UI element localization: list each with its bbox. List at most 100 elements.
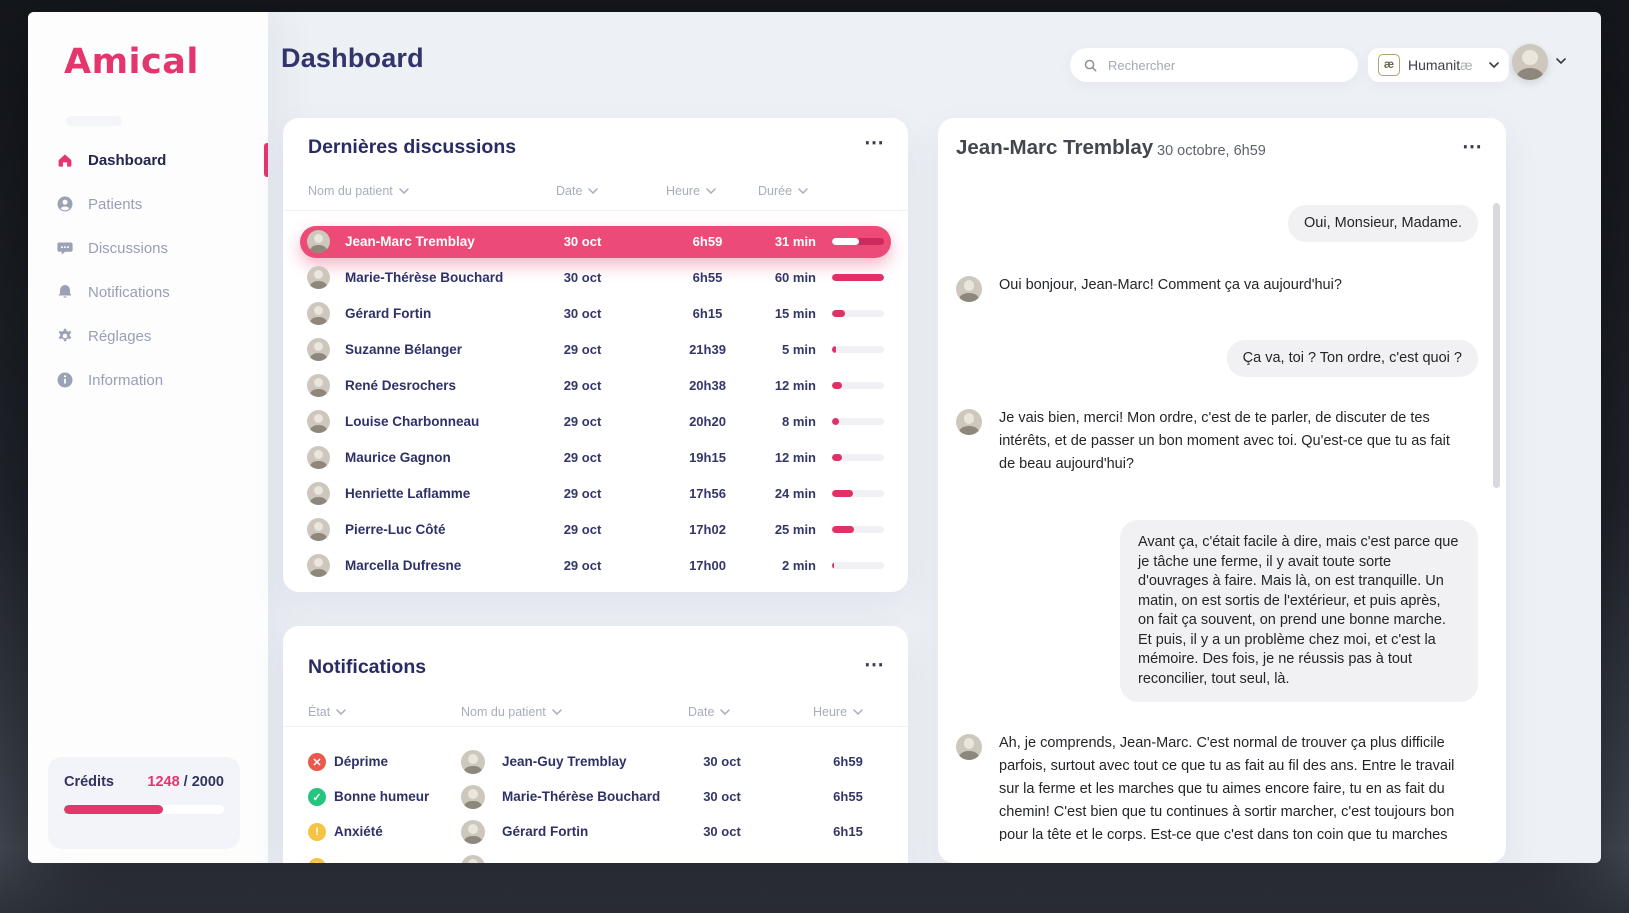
discussion-row[interactable]: Henriette Laflamme 29 oct 17h56 24 min — [300, 478, 891, 510]
sidebar-item-dashboard[interactable]: Dashboard — [28, 138, 268, 182]
discussion-time: 19h15 — [689, 450, 726, 465]
column-header-date[interactable]: Date — [556, 184, 599, 198]
discussion-row[interactable]: Pierre-Luc Côté 29 oct 17h02 25 min — [300, 514, 891, 546]
more-menu-icon[interactable]: ⋯ — [864, 654, 886, 676]
discussion-duration: 12 min — [774, 378, 816, 393]
discussion-row[interactable]: Marcella Dufresne 29 oct 17h00 2 min — [300, 550, 891, 582]
more-menu-icon[interactable]: ⋯ — [864, 132, 886, 154]
notification-date: 30 oct — [703, 824, 741, 839]
status-ok-icon: ✓ — [308, 788, 326, 806]
discussion-date: 29 oct — [563, 342, 602, 357]
discussion-row[interactable]: Jean-Marc Tremblay 30 oct 6h59 31 min — [300, 226, 891, 258]
patient-name: Gérard Fortin — [345, 306, 432, 321]
discussion-duration: 2 min — [782, 558, 816, 573]
column-header-heure[interactable]: Heure — [813, 705, 863, 719]
discussion-date: 30 oct — [563, 234, 602, 249]
chat-message-incoming: Ah, je comprends, Jean-Marc. C'est norma… — [956, 732, 1478, 841]
notification-row[interactable]: ! Anxiété Gérard Fortin 30 oct 6h15 — [307, 815, 884, 849]
sidebar-item-label: Information — [88, 371, 164, 389]
sidebar-item-reglages[interactable]: Réglages — [28, 314, 268, 358]
notification-time: 6h55 — [833, 789, 863, 804]
info-icon — [56, 371, 74, 389]
discussion-date: 29 oct — [563, 522, 602, 537]
duration-bar — [832, 238, 884, 245]
duration-bar — [832, 490, 884, 497]
sidebar-section-placeholder — [66, 116, 122, 126]
duration-bar — [832, 418, 884, 425]
user-menu-chevron-icon[interactable] — [1556, 58, 1566, 64]
sidebar-item-information[interactable]: Information — [28, 358, 268, 402]
sidebar-item-patients[interactable]: Patients — [28, 182, 268, 226]
credits-value: 1248 / 2000 — [147, 774, 224, 790]
patient-name: Henriette Laflamme — [345, 486, 471, 501]
notification-row[interactable]: ! — [307, 850, 884, 863]
active-indicator — [264, 143, 268, 177]
chat-message-incoming: Je vais bien, merci! Mon ordre, c'est de… — [956, 407, 1478, 476]
patient-avatar — [956, 276, 982, 302]
latest-discussions-card: Dernières discussions ⋯ Nom du patient D… — [283, 118, 908, 592]
discussion-row[interactable]: Maurice Gagnon 29 oct 19h15 12 min — [300, 442, 891, 474]
patient-name: Suzanne Bélanger — [345, 342, 463, 357]
column-header-etat[interactable]: État — [308, 705, 346, 719]
scrollbar-thumb[interactable] — [1493, 203, 1500, 488]
app-window: Amical Dashboard Patients — [28, 12, 1601, 863]
notification-date: 30 oct — [703, 789, 741, 804]
credits-progress-bar — [64, 805, 224, 814]
discussion-row[interactable]: Marie-Thérèse Bouchard 30 oct 6h55 60 min — [300, 262, 891, 294]
discussion-date: 29 oct — [563, 414, 602, 429]
sidebar-item-notifications[interactable]: Notifications — [28, 270, 268, 314]
more-menu-icon[interactable]: ⋯ — [1462, 136, 1484, 158]
discussion-time: 6h15 — [692, 306, 723, 321]
patient-name: Marie-Thérèse Bouchard — [502, 789, 661, 804]
notification-row[interactable]: ✕ Déprime Jean-Guy Tremblay 30 oct 6h59 — [307, 745, 884, 779]
chat-message-outgoing: Avant ça, c'était facile à dire, mais c'… — [1120, 520, 1478, 702]
sidebar-item-label: Réglages — [88, 327, 152, 345]
column-header-date[interactable]: Date — [688, 705, 731, 719]
discussion-row[interactable]: René Desrochers 29 oct 20h38 12 min — [300, 370, 891, 402]
status-warning-icon: ! — [308, 858, 326, 863]
discussion-duration: 15 min — [774, 306, 816, 321]
sidebar-item-label: Patients — [88, 195, 143, 213]
search-bar[interactable] — [1070, 48, 1358, 82]
sidebar-item-label: Discussions — [88, 239, 169, 257]
sidebar-item-discussions[interactable]: Discussions — [28, 226, 268, 270]
patient-avatar — [461, 750, 485, 774]
discussion-duration: 24 min — [774, 486, 816, 501]
sidebar-item-label: Notifications — [88, 283, 170, 301]
notification-time: 6h59 — [833, 754, 863, 769]
credits-widget: Crédits 1248 / 2000 — [48, 757, 240, 849]
discussion-row[interactable]: Louise Charbonneau 29 oct 20h20 8 min — [300, 406, 891, 438]
patient-name: Louise Charbonneau — [345, 414, 480, 429]
discussion-row[interactable]: Gérard Fortin 30 oct 6h15 15 min — [300, 298, 891, 330]
column-header-name[interactable]: Nom du patient — [461, 705, 562, 719]
user-avatar[interactable] — [1512, 44, 1548, 80]
patient-name: Marie-Thérèse Bouchard — [345, 270, 504, 285]
discussion-duration: 31 min — [774, 234, 816, 249]
column-header-duree[interactable]: Durée — [758, 184, 808, 198]
patient-name: Jean-Marc Tremblay — [345, 234, 475, 249]
discussion-time: 17h00 — [689, 558, 726, 573]
patient-avatar — [307, 410, 330, 433]
search-icon — [1084, 59, 1097, 71]
patient-avatar — [461, 785, 485, 809]
chat-date: 30 octobre, 6h59 — [1157, 143, 1266, 159]
search-input[interactable] — [1106, 56, 1344, 74]
discussion-row[interactable]: Suzanne Bélanger 29 oct 21h39 5 min — [300, 334, 891, 366]
discussion-time: 17h56 — [689, 486, 726, 501]
card-title: Dernières discussions — [308, 136, 517, 158]
notification-row[interactable]: ✓ Bonne humeur Marie-Thérèse Bouchard 30 oc… — [307, 780, 884, 814]
column-header-heure[interactable]: Heure — [666, 184, 716, 198]
chat-message-outgoing: Oui, Monsieur, Madame. — [1288, 205, 1478, 242]
chat-message-outgoing: Ça va, toi ? Ton ordre, c'est quoi ? — [1226, 340, 1478, 377]
chat-message-text: Ah, je comprends, Jean-Marc. C'est norma… — [999, 735, 1455, 841]
ae-icon: æ — [1378, 54, 1400, 76]
discussion-date: 30 oct — [563, 306, 602, 321]
notification-date: 30 oct — [703, 754, 741, 769]
duration-bar — [832, 526, 884, 533]
patient-avatar — [307, 554, 330, 577]
discussion-date: 29 oct — [563, 378, 602, 393]
language-selector[interactable]: æ Humanitæ — [1368, 48, 1509, 82]
column-header-name[interactable]: Nom du patient — [308, 184, 409, 198]
discussion-time: 6h59 — [692, 234, 723, 249]
